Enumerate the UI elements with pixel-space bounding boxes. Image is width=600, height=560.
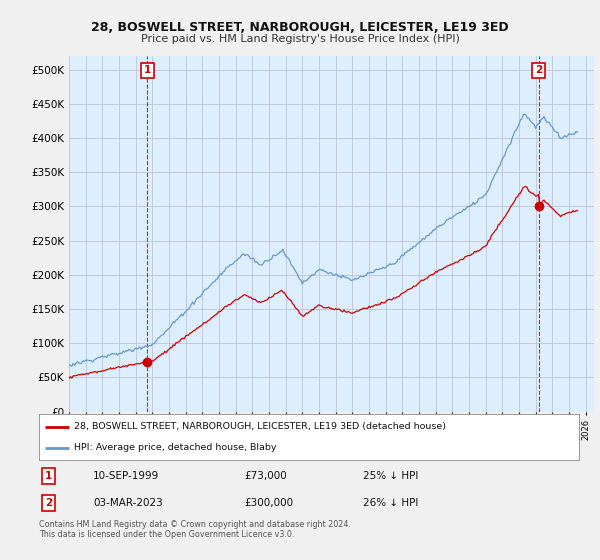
Text: 1: 1	[144, 65, 151, 75]
Text: 03-MAR-2023: 03-MAR-2023	[93, 498, 163, 508]
Text: 1: 1	[45, 471, 52, 480]
Text: 28, BOSWELL STREET, NARBOROUGH, LEICESTER, LE19 3ED (detached house): 28, BOSWELL STREET, NARBOROUGH, LEICESTE…	[74, 422, 446, 431]
Text: 25% ↓ HPI: 25% ↓ HPI	[363, 471, 418, 480]
Text: £300,000: £300,000	[244, 498, 293, 508]
Text: HPI: Average price, detached house, Blaby: HPI: Average price, detached house, Blab…	[74, 444, 277, 452]
Text: Contains HM Land Registry data © Crown copyright and database right 2024.
This d: Contains HM Land Registry data © Crown c…	[39, 520, 351, 539]
Text: 2: 2	[535, 65, 542, 75]
Text: 10-SEP-1999: 10-SEP-1999	[93, 471, 159, 480]
Text: 2: 2	[45, 498, 52, 508]
Text: Price paid vs. HM Land Registry's House Price Index (HPI): Price paid vs. HM Land Registry's House …	[140, 34, 460, 44]
Text: 28, BOSWELL STREET, NARBOROUGH, LEICESTER, LE19 3ED: 28, BOSWELL STREET, NARBOROUGH, LEICESTE…	[91, 21, 509, 34]
Text: £73,000: £73,000	[244, 471, 287, 480]
Text: 26% ↓ HPI: 26% ↓ HPI	[363, 498, 418, 508]
